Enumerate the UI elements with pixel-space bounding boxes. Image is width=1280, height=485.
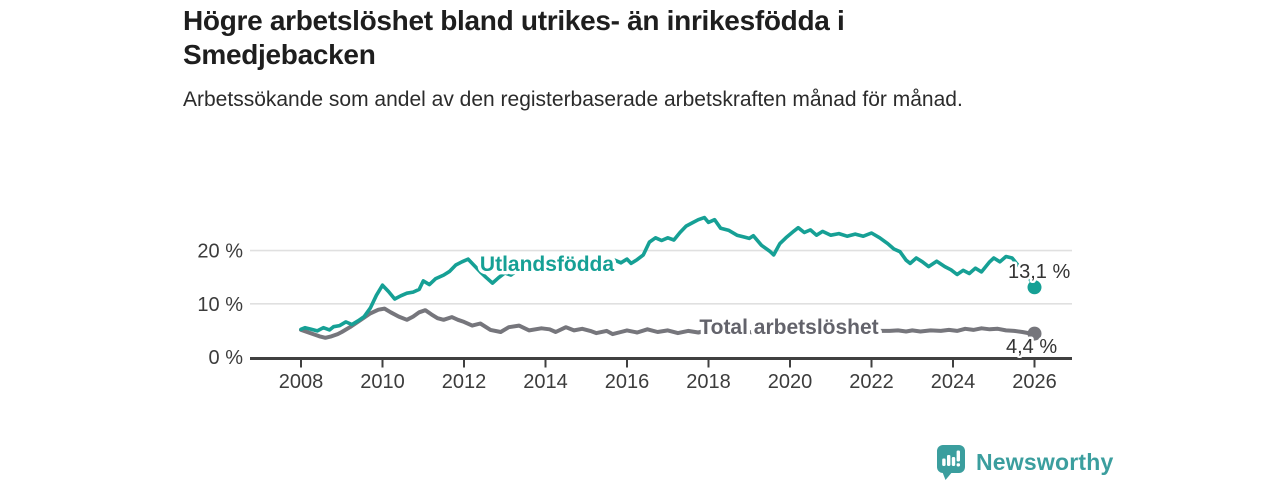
utlandsfodda-line <box>299 215 1037 333</box>
x-tick-label: 2012 <box>442 371 487 393</box>
y-tick-label: 10 % <box>197 294 243 316</box>
total-series-label: Total arbetslöshet <box>699 316 878 339</box>
x-tick-label: 2008 <box>279 371 324 393</box>
newsworthy-wordmark: Newsworthy <box>976 449 1114 475</box>
total-value-label: 4,4 % <box>1006 336 1057 358</box>
total-end-dot <box>1027 326 1042 341</box>
page-title: Högre arbetslöshet bland utrikes- än inr… <box>183 5 845 71</box>
utlandsfodda-series-label: Utlandsfödda <box>480 253 614 276</box>
x-tick-label: 2022 <box>849 371 894 393</box>
x-tick-label: 2016 <box>605 371 650 393</box>
utlandsfodda-value-label: 13,1 % <box>1008 261 1070 283</box>
chart-subtitle: Arbetssökande som andel av den registerb… <box>183 88 963 112</box>
x-tick-label: 2010 <box>360 371 405 393</box>
x-tick-label: 2024 <box>931 371 976 393</box>
x-tick-label: 2020 <box>768 371 813 393</box>
y-tick-label: 20 % <box>197 241 243 263</box>
chart-header: Högre arbetslöshet bland utrikes- än inr… <box>183 4 1043 115</box>
x-tick-label: 2018 <box>686 371 731 393</box>
y-tick-label: 0 % <box>209 347 244 369</box>
x-tick-label: 2026 <box>1012 371 1057 393</box>
newsworthy-icon <box>937 445 965 480</box>
utlandsfodda-end-dot <box>1027 280 1042 295</box>
newsworthy-logo: Newsworthy <box>936 444 1113 481</box>
x-tick-label: 2014 <box>523 371 568 393</box>
total-line <box>299 306 1037 340</box>
